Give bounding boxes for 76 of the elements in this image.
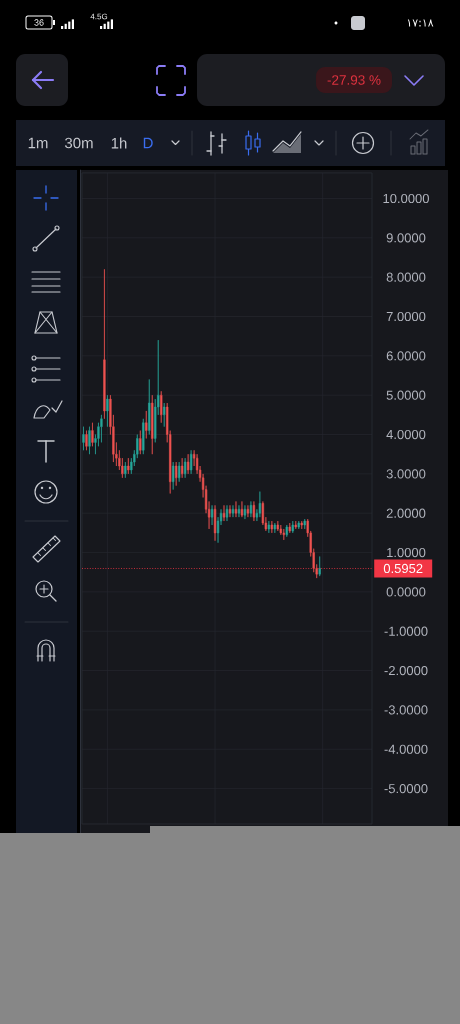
candlestick (100, 414, 103, 443)
candlestick (160, 390, 163, 424)
candlestick (273, 522, 276, 534)
candlestick (88, 426, 91, 455)
candlestick (225, 505, 229, 522)
candlestick (82, 426, 85, 451)
candlestick (151, 394, 154, 455)
text: 1h (111, 137, 127, 149)
y-tick-label: 0.0000 (386, 587, 426, 597)
candlestick (246, 505, 250, 518)
candlestick (85, 430, 88, 451)
text: 4.5G (90, 13, 108, 20)
candlestick (276, 520, 279, 532)
candlestick (142, 418, 145, 455)
y-tick-label: 7.0000 (386, 311, 426, 322)
candlestick (106, 394, 109, 427)
y-tick-label: -2.0000 (384, 665, 428, 676)
candlestick (300, 520, 303, 530)
candlestick (270, 520, 273, 534)
y-tick-label: -3.0000 (384, 705, 428, 715)
candlestick (291, 520, 294, 534)
y-tick-label: -5.0000 (384, 783, 428, 794)
candlestick (240, 501, 244, 518)
candlestick (124, 461, 127, 479)
candlestick (181, 457, 184, 479)
candlestick (228, 505, 232, 518)
candlestick (282, 528, 285, 541)
candlestick (175, 461, 178, 486)
y-tick-label: 8.0000 (386, 272, 426, 282)
y-tick-label: -1.0000 (384, 626, 428, 636)
y-tick-label: 10.0000 (383, 193, 429, 204)
candlestick (213, 505, 217, 542)
candlestick (279, 524, 282, 536)
text: D (143, 137, 153, 149)
candlestick (303, 518, 306, 530)
y-tick-label: 5.0000 (386, 390, 426, 400)
candlestick (234, 501, 238, 518)
candlestick (189, 449, 193, 475)
candlestick (127, 457, 130, 475)
candlestick (288, 522, 291, 534)
text: 1m (28, 137, 48, 149)
candlestick (318, 556, 321, 577)
candlestick (187, 453, 190, 475)
candlestick (297, 520, 300, 530)
candlestick (243, 505, 247, 520)
text: 36 (34, 19, 44, 26)
y-tick-label: 4.0000 (386, 429, 426, 440)
candlestick (91, 422, 94, 447)
candlestick (294, 520, 297, 530)
candlestick (163, 402, 166, 427)
candlestick (285, 524, 288, 538)
candlestick (178, 461, 181, 483)
candlestick (222, 505, 226, 522)
candlestick (103, 269, 106, 420)
candlestick (267, 520, 270, 534)
y-tick-label: 2.0000 (386, 508, 426, 518)
y-tick-label: 6.0000 (386, 351, 426, 361)
chart-subtitle: -27.93 % (327, 75, 381, 85)
y-tick-label: -4.0000 (384, 744, 428, 754)
candlestick (184, 457, 187, 479)
candlestick (139, 430, 142, 455)
candlestick (231, 505, 235, 518)
text: ١٧:١٨ (407, 19, 434, 27)
candlestick (172, 461, 175, 490)
candlestick (145, 410, 148, 439)
candlestick (237, 505, 241, 518)
ref-line-label: 0.5952 (383, 563, 423, 574)
text: 30m (64, 137, 93, 149)
y-tick-label: 1.0000 (387, 547, 426, 558)
candlestick (148, 379, 151, 435)
candlestick (258, 491, 262, 518)
y-tick-label: 3.0000 (386, 469, 426, 479)
candlestick (210, 505, 214, 526)
candlestick (252, 501, 256, 522)
y-tick-label: 9.0000 (386, 233, 426, 243)
candlestick (249, 501, 253, 518)
